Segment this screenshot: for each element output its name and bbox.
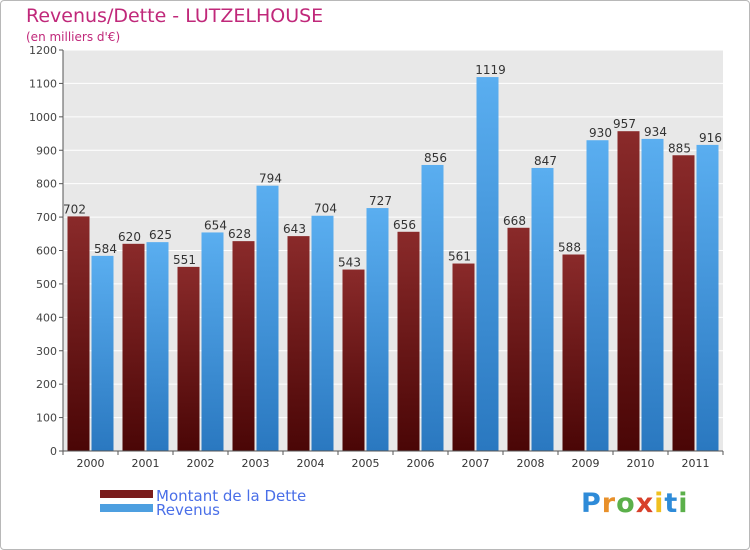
data-label-revenus: 934 <box>644 125 667 139</box>
data-label-dette: 620 <box>118 230 141 244</box>
y-tick-label: 800 <box>36 178 57 191</box>
chart-subtitle: (en milliers d'€) <box>26 30 121 44</box>
legend-swatch-dette <box>100 490 153 498</box>
data-label-dette: 643 <box>283 222 306 236</box>
y-tick-label: 1200 <box>29 44 57 57</box>
bar-dette <box>232 241 255 451</box>
x-tick-label: 2009 <box>572 457 600 470</box>
y-tick-label: 0 <box>50 445 57 458</box>
bar-dette <box>562 254 585 451</box>
logo-letter: P <box>581 488 602 519</box>
bar-revenus <box>201 232 224 451</box>
y-tick-label: 300 <box>36 345 57 358</box>
proxiti-logo: Proxiti <box>581 488 689 519</box>
data-label-revenus: 704 <box>314 202 337 216</box>
data-label-dette: 543 <box>338 256 361 270</box>
data-label-revenus: 727 <box>369 194 392 208</box>
bar-revenus <box>641 138 664 451</box>
bar-dette <box>342 269 365 451</box>
legend-label-dette: Montant de la Dette <box>156 487 307 505</box>
data-label-dette: 588 <box>558 241 581 255</box>
bar-dette <box>507 227 530 451</box>
y-tick-label: 900 <box>36 144 57 157</box>
data-label-revenus: 847 <box>534 154 557 168</box>
logo-letter: t <box>664 488 679 519</box>
data-label-revenus: 1119 <box>475 63 506 77</box>
data-label-dette: 957 <box>613 117 636 131</box>
data-label-dette: 628 <box>228 227 251 241</box>
y-tick-label: 700 <box>36 211 57 224</box>
bar-revenus <box>421 164 444 451</box>
bar-dette <box>67 216 90 451</box>
x-tick-label: 2003 <box>242 457 270 470</box>
y-tick-label: 1100 <box>29 77 57 90</box>
y-tick-label: 500 <box>36 278 57 291</box>
y-tick-label: 100 <box>36 412 57 425</box>
y-tick-label: 200 <box>36 378 57 391</box>
data-label-dette: 656 <box>393 218 416 232</box>
logo-letter: o <box>616 488 636 519</box>
bar-dette <box>452 263 475 451</box>
bar-revenus <box>586 140 609 451</box>
x-tick-label: 2008 <box>517 457 545 470</box>
bar-revenus <box>311 215 334 451</box>
legend-swatch-revenus <box>100 504 153 512</box>
bars <box>67 77 719 452</box>
data-label-revenus: 584 <box>94 242 117 256</box>
x-tick-label: 2002 <box>187 457 215 470</box>
data-label-revenus: 625 <box>149 228 172 242</box>
data-label-revenus: 916 <box>699 131 722 145</box>
x-tick-label: 2006 <box>407 457 435 470</box>
data-label-revenus: 930 <box>589 126 612 140</box>
data-label-revenus: 654 <box>204 218 227 232</box>
data-label-dette: 668 <box>503 214 526 228</box>
bar-dette <box>397 231 420 451</box>
y-tick-label: 400 <box>36 311 57 324</box>
bar-revenus <box>476 77 499 451</box>
bar-revenus <box>366 208 389 451</box>
logo-letter: r <box>601 488 617 519</box>
bar-revenus <box>696 144 719 452</box>
chart-title: Revenus/Dette - LUTZELHOUSE <box>26 5 324 27</box>
bar-dette <box>672 155 695 451</box>
data-label-revenus: 856 <box>424 151 447 165</box>
logo-letter: i <box>678 488 689 519</box>
x-axis: 2000 2001 2002 2003 2004 2005 2006 2007 2008 2009… <box>62 450 724 470</box>
x-tick-label: 2005 <box>352 457 380 470</box>
logo-letter: x <box>635 488 655 519</box>
data-label-dette: 551 <box>173 253 196 267</box>
x-tick-label: 2007 <box>462 457 490 470</box>
x-tick-label: 2000 <box>77 457 105 470</box>
data-label-revenus: 794 <box>259 172 282 186</box>
data-label-dette: 561 <box>448 250 471 264</box>
data-label-dette: 885 <box>668 141 691 155</box>
bar-revenus <box>146 242 169 451</box>
bar-revenus <box>531 167 554 452</box>
legend-label-revenus: Revenus <box>156 501 220 519</box>
y-tick-label: 600 <box>36 245 57 258</box>
data-label-dette: 702 <box>63 202 86 216</box>
x-tick-label: 2004 <box>297 457 325 470</box>
bar-dette <box>617 131 640 451</box>
x-tick-label: 2001 <box>132 457 160 470</box>
bar-revenus <box>256 185 279 451</box>
x-tick-label: 2011 <box>682 457 710 470</box>
bar-dette <box>177 266 200 451</box>
logo-letter: i <box>654 488 665 519</box>
y-tick-label: 1000 <box>29 111 57 124</box>
bar-dette <box>122 243 145 451</box>
bar-dette <box>287 236 310 451</box>
y-axis: 0 100 200 300 400 500 600 700 800 900 1000 1100 1200 <box>29 44 64 458</box>
bar-revenus <box>91 255 114 451</box>
x-tick-label: 2010 <box>627 457 655 470</box>
